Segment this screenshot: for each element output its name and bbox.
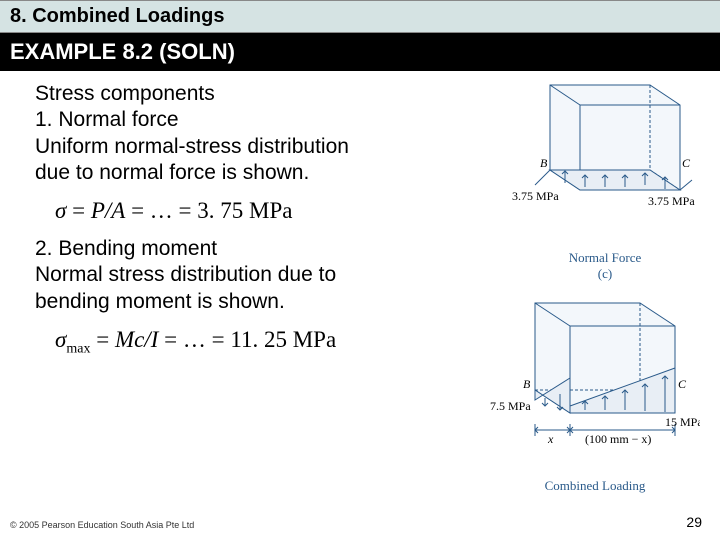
section1-heading: Stress components [35, 81, 445, 107]
fig1-B: B [540, 156, 548, 170]
section1-item: 1. Normal force [35, 107, 445, 133]
section1-desc1: Uniform normal-stress distribution [35, 134, 445, 160]
fig2-B: B [523, 377, 531, 391]
footer-page: 29 [686, 514, 702, 530]
eq2-mci: Mc/I [115, 327, 158, 352]
fig2-left: 7.5 MPa [490, 399, 531, 413]
fig2-right: 15 MPa [665, 415, 700, 429]
eq1-dots: = … = [125, 198, 197, 223]
chapter-header: 8. Combined Loadings [0, 0, 720, 33]
eq1-pa: P/A [91, 198, 126, 223]
eq1-val: 3. 75 MPa [197, 198, 292, 223]
section2-desc1: Normal stress distribution due to [35, 262, 445, 288]
section-2: 2. Bending moment Normal stress distribu… [35, 236, 445, 315]
eq2-sigma: σ [55, 327, 66, 352]
footer-copyright: © 2005 Pearson Education South Asia Pte … [10, 520, 194, 530]
fig1-tag: (c) [510, 266, 700, 282]
section1-desc2: due to normal force is shown. [35, 160, 445, 186]
eq1-sigma: σ [55, 198, 66, 223]
fig1-right: 3.75 MPa [648, 194, 695, 208]
section2-desc2: bending moment is shown. [35, 289, 445, 315]
fig2-C: C [678, 377, 687, 391]
figure-normal-force: B C 3.75 MPa 3.75 MPa Normal Force (c) [510, 75, 700, 282]
eq2-dots: = … = [158, 327, 230, 352]
section-1: Stress components 1. Normal force Unifor… [35, 81, 445, 186]
fig2-x: x [547, 432, 554, 446]
fig1-left: 3.75 MPa [512, 189, 559, 203]
normal-force-diagram: B C 3.75 MPa 3.75 MPa [510, 75, 700, 245]
eq2-eq: = [90, 327, 114, 352]
eq2-sub: max [66, 341, 90, 356]
fig1-caption: Normal Force [510, 250, 700, 266]
fig2-caption: Combined Loading [490, 478, 700, 494]
example-header: EXAMPLE 8.2 (SOLN) [0, 33, 720, 71]
eq1-eq1: = [66, 198, 90, 223]
fig2-dim: (100 mm − x) [585, 432, 651, 446]
combined-loading-diagram: B C 7.5 MPa 15 MPa x (100 mm − x) [490, 298, 700, 473]
example-title: EXAMPLE 8.2 (SOLN) [10, 39, 235, 64]
chapter-title: 8. Combined Loadings [10, 5, 224, 27]
fig1-C: C [682, 156, 691, 170]
eq2-val: 11. 25 MPa [230, 327, 336, 352]
section2-item: 2. Bending moment [35, 236, 445, 262]
figure-combined-loading: B C 7.5 MPa 15 MPa x (100 mm − x) Combin… [490, 298, 700, 494]
